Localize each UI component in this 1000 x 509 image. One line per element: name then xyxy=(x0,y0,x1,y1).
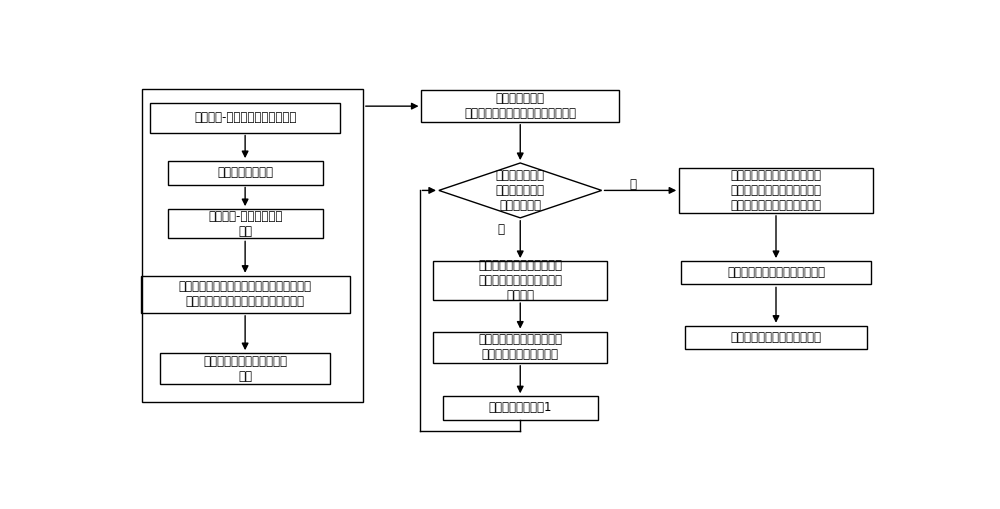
Text: 构建商品知识图谱: 构建商品知识图谱 xyxy=(217,166,273,179)
Bar xyxy=(142,89,363,402)
Bar xyxy=(685,326,867,349)
Text: 令当前卷积层数加1: 令当前卷积层数加1 xyxy=(488,402,552,414)
Text: 用户和项目的交互行为与商品的知识图谱进
行编码整合至统一的关系图数据结构中: 用户和项目的交互行为与商品的知识图谱进 行编码整合至统一的关系图数据结构中 xyxy=(179,280,312,308)
Bar xyxy=(140,276,350,313)
Text: 是: 是 xyxy=(497,223,504,236)
Text: 构建用户-项目历史交互记录集合: 构建用户-项目历史交互记录集合 xyxy=(194,111,296,124)
Text: 否: 否 xyxy=(629,178,636,191)
Text: 排序召回，将商品推荐给用户: 排序召回，将商品推荐给用户 xyxy=(730,331,822,344)
Text: 对卷积得到的特征信息执行
非线性变换生成特征向量: 对卷积得到的特征信息执行 非线性变换生成特征向量 xyxy=(478,333,562,361)
Text: 当前卷积层数是
否小于等于预设
的卷积层数？: 当前卷积层数是 否小于等于预设 的卷积层数？ xyxy=(496,169,545,212)
Bar xyxy=(433,331,607,363)
Bar xyxy=(168,209,323,238)
Bar xyxy=(679,168,873,213)
Text: 计算用户与商品特征向量的内积: 计算用户与商品特征向量的内积 xyxy=(727,266,825,279)
Bar xyxy=(681,261,871,285)
Bar xyxy=(160,353,330,384)
Bar xyxy=(168,161,323,185)
Polygon shape xyxy=(439,163,602,218)
Bar xyxy=(421,91,619,122)
Bar xyxy=(150,103,340,133)
Text: 对协同知识图谱
中每个节点的特征信息进行抽取变换: 对协同知识图谱 中每个节点的特征信息进行抽取变换 xyxy=(464,92,576,120)
Text: 生成用户与商品的协同知识
图谱: 生成用户与商品的协同知识 图谱 xyxy=(203,355,287,383)
Bar xyxy=(433,261,607,300)
Text: 构建项目-商品实体对齐
集合: 构建项目-商品实体对齐 集合 xyxy=(208,210,282,238)
Text: 将不同层求得的特征向量进行
加权求和从而生成协同知识图
谱中节点的最终特征向量表示: 将不同层求得的特征向量进行 加权求和从而生成协同知识图 谱中节点的最终特征向量表… xyxy=(730,169,822,212)
Bar xyxy=(443,396,598,420)
Text: 对每个节点与其当前卷积层
的邻居节点执行特征信息的
卷积操作: 对每个节点与其当前卷积层 的邻居节点执行特征信息的 卷积操作 xyxy=(478,259,562,302)
